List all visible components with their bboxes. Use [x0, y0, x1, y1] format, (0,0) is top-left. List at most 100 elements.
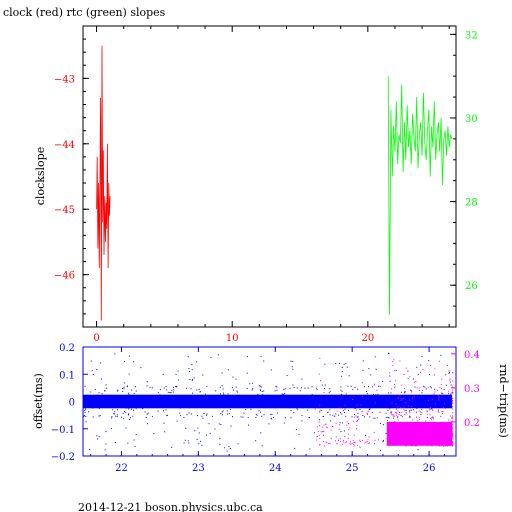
rtt-point — [346, 421, 348, 423]
rtt-point — [407, 440, 408, 442]
offset-point — [123, 386, 125, 388]
rtt-point — [421, 440, 423, 441]
rtt-point — [434, 426, 436, 428]
rtt-point — [319, 357, 321, 359]
offset-point — [378, 397, 380, 399]
rtt-tick-label: 0.3 — [464, 384, 480, 395]
offset-point — [105, 443, 107, 445]
offset-point — [120, 404, 122, 406]
rtt-point — [320, 380, 321, 382]
offset-point — [311, 394, 313, 396]
offset-point — [253, 399, 255, 401]
rtc-tick-label: 32 — [465, 30, 478, 41]
offset-point — [250, 408, 252, 410]
offset-point — [340, 375, 342, 377]
rtt-point — [323, 392, 325, 393]
offset-point — [222, 414, 224, 416]
offset-point — [324, 397, 326, 399]
rtt-point — [396, 412, 398, 414]
offset-point — [175, 386, 177, 387]
slopes-panel: clockslope 0 10 20 −43 −44 −45 −46 32 30 28 26 — [34, 25, 478, 344]
rtt-point — [323, 441, 324, 443]
offset-point — [146, 404, 148, 406]
rtt-point — [411, 391, 413, 393]
offset-point — [425, 402, 427, 404]
offset-point — [135, 390, 137, 392]
offset-point — [156, 397, 158, 398]
rtt-point — [342, 439, 344, 441]
rtt-point — [432, 430, 434, 432]
rtt-point — [436, 442, 438, 444]
offset-point — [424, 395, 426, 397]
offset-point — [114, 403, 116, 405]
rtt-point — [346, 424, 348, 426]
offset-point — [316, 389, 318, 391]
rtt-point — [422, 390, 423, 391]
rtt-point — [389, 437, 391, 439]
offset-point — [431, 408, 433, 410]
offset-point — [300, 403, 302, 404]
offset-point — [246, 388, 248, 389]
offset-point — [292, 368, 294, 370]
rtt-point — [333, 416, 335, 417]
offset-point — [299, 390, 301, 392]
rtt-point — [411, 423, 413, 425]
offset-point — [437, 409, 439, 411]
offset-point — [226, 405, 227, 407]
rtt-point — [452, 380, 454, 382]
offset-point — [197, 415, 198, 417]
rtt-point — [419, 371, 421, 373]
offset-point — [309, 448, 311, 450]
rtt-point — [450, 439, 452, 440]
rtt-point — [429, 438, 431, 440]
offset-point — [403, 398, 404, 400]
rtt-point — [452, 389, 454, 391]
offset-point — [443, 388, 445, 390]
offset-point — [101, 393, 103, 395]
offset-point — [198, 432, 200, 434]
offset-point — [221, 407, 223, 408]
offset-point — [87, 402, 89, 404]
rtt-point — [395, 414, 397, 416]
offset-point — [237, 443, 239, 445]
offset-point — [159, 394, 161, 396]
rtt-point — [448, 441, 450, 443]
offset-point — [83, 415, 85, 417]
rtt-point — [416, 387, 418, 389]
offset-point — [341, 422, 343, 424]
offset-point — [322, 416, 324, 418]
offset-point — [341, 390, 343, 392]
rtt-point — [439, 360, 441, 362]
rtt-point — [450, 433, 452, 435]
rtt-point — [411, 445, 413, 446]
offset-point — [165, 397, 167, 399]
rtt-point — [427, 445, 429, 447]
rtt-point — [352, 440, 354, 442]
rtt-point — [349, 427, 351, 429]
rtt-point — [448, 443, 450, 445]
offset-point — [378, 402, 380, 404]
rtt-point — [452, 434, 454, 436]
offset-point — [223, 394, 225, 396]
rtt-point — [362, 395, 363, 397]
offset-point — [251, 389, 253, 391]
rtt-point — [326, 427, 328, 429]
rtt-point — [319, 444, 321, 446]
offset-point — [292, 384, 294, 386]
rtt-point — [452, 433, 454, 435]
offset-point — [260, 355, 262, 357]
offset-point — [295, 429, 297, 431]
rtt-point — [449, 423, 451, 425]
rtt-point — [367, 439, 369, 441]
offset-point — [360, 405, 362, 407]
x-tick-label: 0 — [93, 333, 99, 344]
offset-point — [334, 399, 336, 401]
offset-point — [276, 389, 278, 391]
offset-point — [255, 398, 257, 400]
rtt-point — [441, 433, 443, 435]
offset-point — [105, 384, 107, 386]
rtt-point — [401, 399, 403, 401]
offset-point — [121, 416, 123, 418]
rtt-point — [443, 440, 445, 442]
offset-point — [198, 404, 200, 405]
